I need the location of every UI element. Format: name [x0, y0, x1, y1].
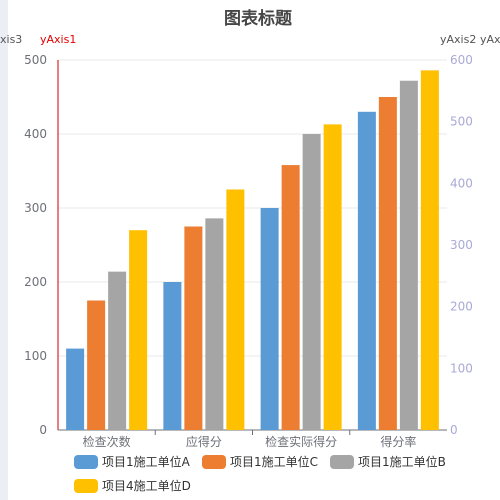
bar-1-2[interactable] — [163, 282, 182, 430]
y-axis2-tick-label: 200 — [450, 300, 473, 314]
left-edge-strip — [0, 0, 8, 500]
x-axis-category-label: 检查实际得分 — [265, 434, 337, 449]
y-axis1-tick-label: 100 — [24, 349, 47, 363]
y-axis1-tick-label: 500 — [24, 53, 47, 67]
bar-4-2[interactable] — [226, 189, 245, 431]
y-axis2-tick-label: 0 — [450, 423, 458, 437]
legend-label[interactable]: 项目1施工单位A — [102, 454, 191, 469]
y-axis1-tick-label: 0 — [39, 423, 47, 437]
bar-1-4[interactable] — [357, 111, 376, 431]
bar-4-1[interactable] — [129, 230, 148, 430]
y-axis2-tick-label: 300 — [450, 238, 473, 252]
y-axis1-tick-label: 200 — [24, 275, 47, 289]
bar-4-4[interactable] — [420, 70, 439, 431]
y-axis2-tick-label: 400 — [450, 176, 473, 190]
bar-2-1[interactable] — [87, 300, 106, 431]
chart-title: 图表标题 — [224, 8, 293, 29]
x-axis-category-label: 检查次数 — [83, 434, 131, 449]
legend-label[interactable]: 项目1施工单位C — [230, 454, 318, 469]
x-axis-category-label: 得分率 — [380, 434, 416, 449]
bar-2-2[interactable] — [184, 226, 203, 431]
legend-swatch[interactable] — [74, 455, 98, 469]
bar-1-1[interactable] — [66, 348, 85, 430]
bar-3-2[interactable] — [205, 218, 224, 430]
bar-4-3[interactable] — [323, 124, 342, 430]
legend-swatch[interactable] — [202, 455, 226, 469]
y-axis1-tick-label: 300 — [24, 201, 47, 215]
y-axis-outer-name: yAx — [480, 33, 500, 46]
y-axis2-name: yAxis2 — [440, 33, 476, 46]
y-axis2-tick-label: 500 — [450, 115, 473, 129]
bar-2-3[interactable] — [281, 165, 300, 430]
legend-label[interactable]: 项目1施工单位B — [358, 454, 446, 469]
legend-label[interactable]: 项目4施工单位D — [102, 478, 191, 493]
y-axis1-name: yAxis1 — [40, 33, 76, 46]
legend-swatch[interactable] — [74, 479, 98, 493]
y-axis1-tick-label: 400 — [24, 127, 47, 141]
bar-3-1[interactable] — [108, 271, 127, 430]
bar-3-3[interactable] — [302, 134, 321, 430]
bar-1-3[interactable] — [260, 208, 279, 430]
y-axis3-name: xis3 — [0, 33, 22, 46]
bar-3-4[interactable] — [399, 80, 418, 430]
bar-2-4[interactable] — [378, 97, 397, 430]
x-axis-category-label: 应得分 — [186, 434, 222, 449]
legend-swatch[interactable] — [330, 455, 354, 469]
y-axis2-tick-label: 100 — [450, 361, 473, 375]
y-axis2-tick-label: 600 — [450, 53, 473, 67]
